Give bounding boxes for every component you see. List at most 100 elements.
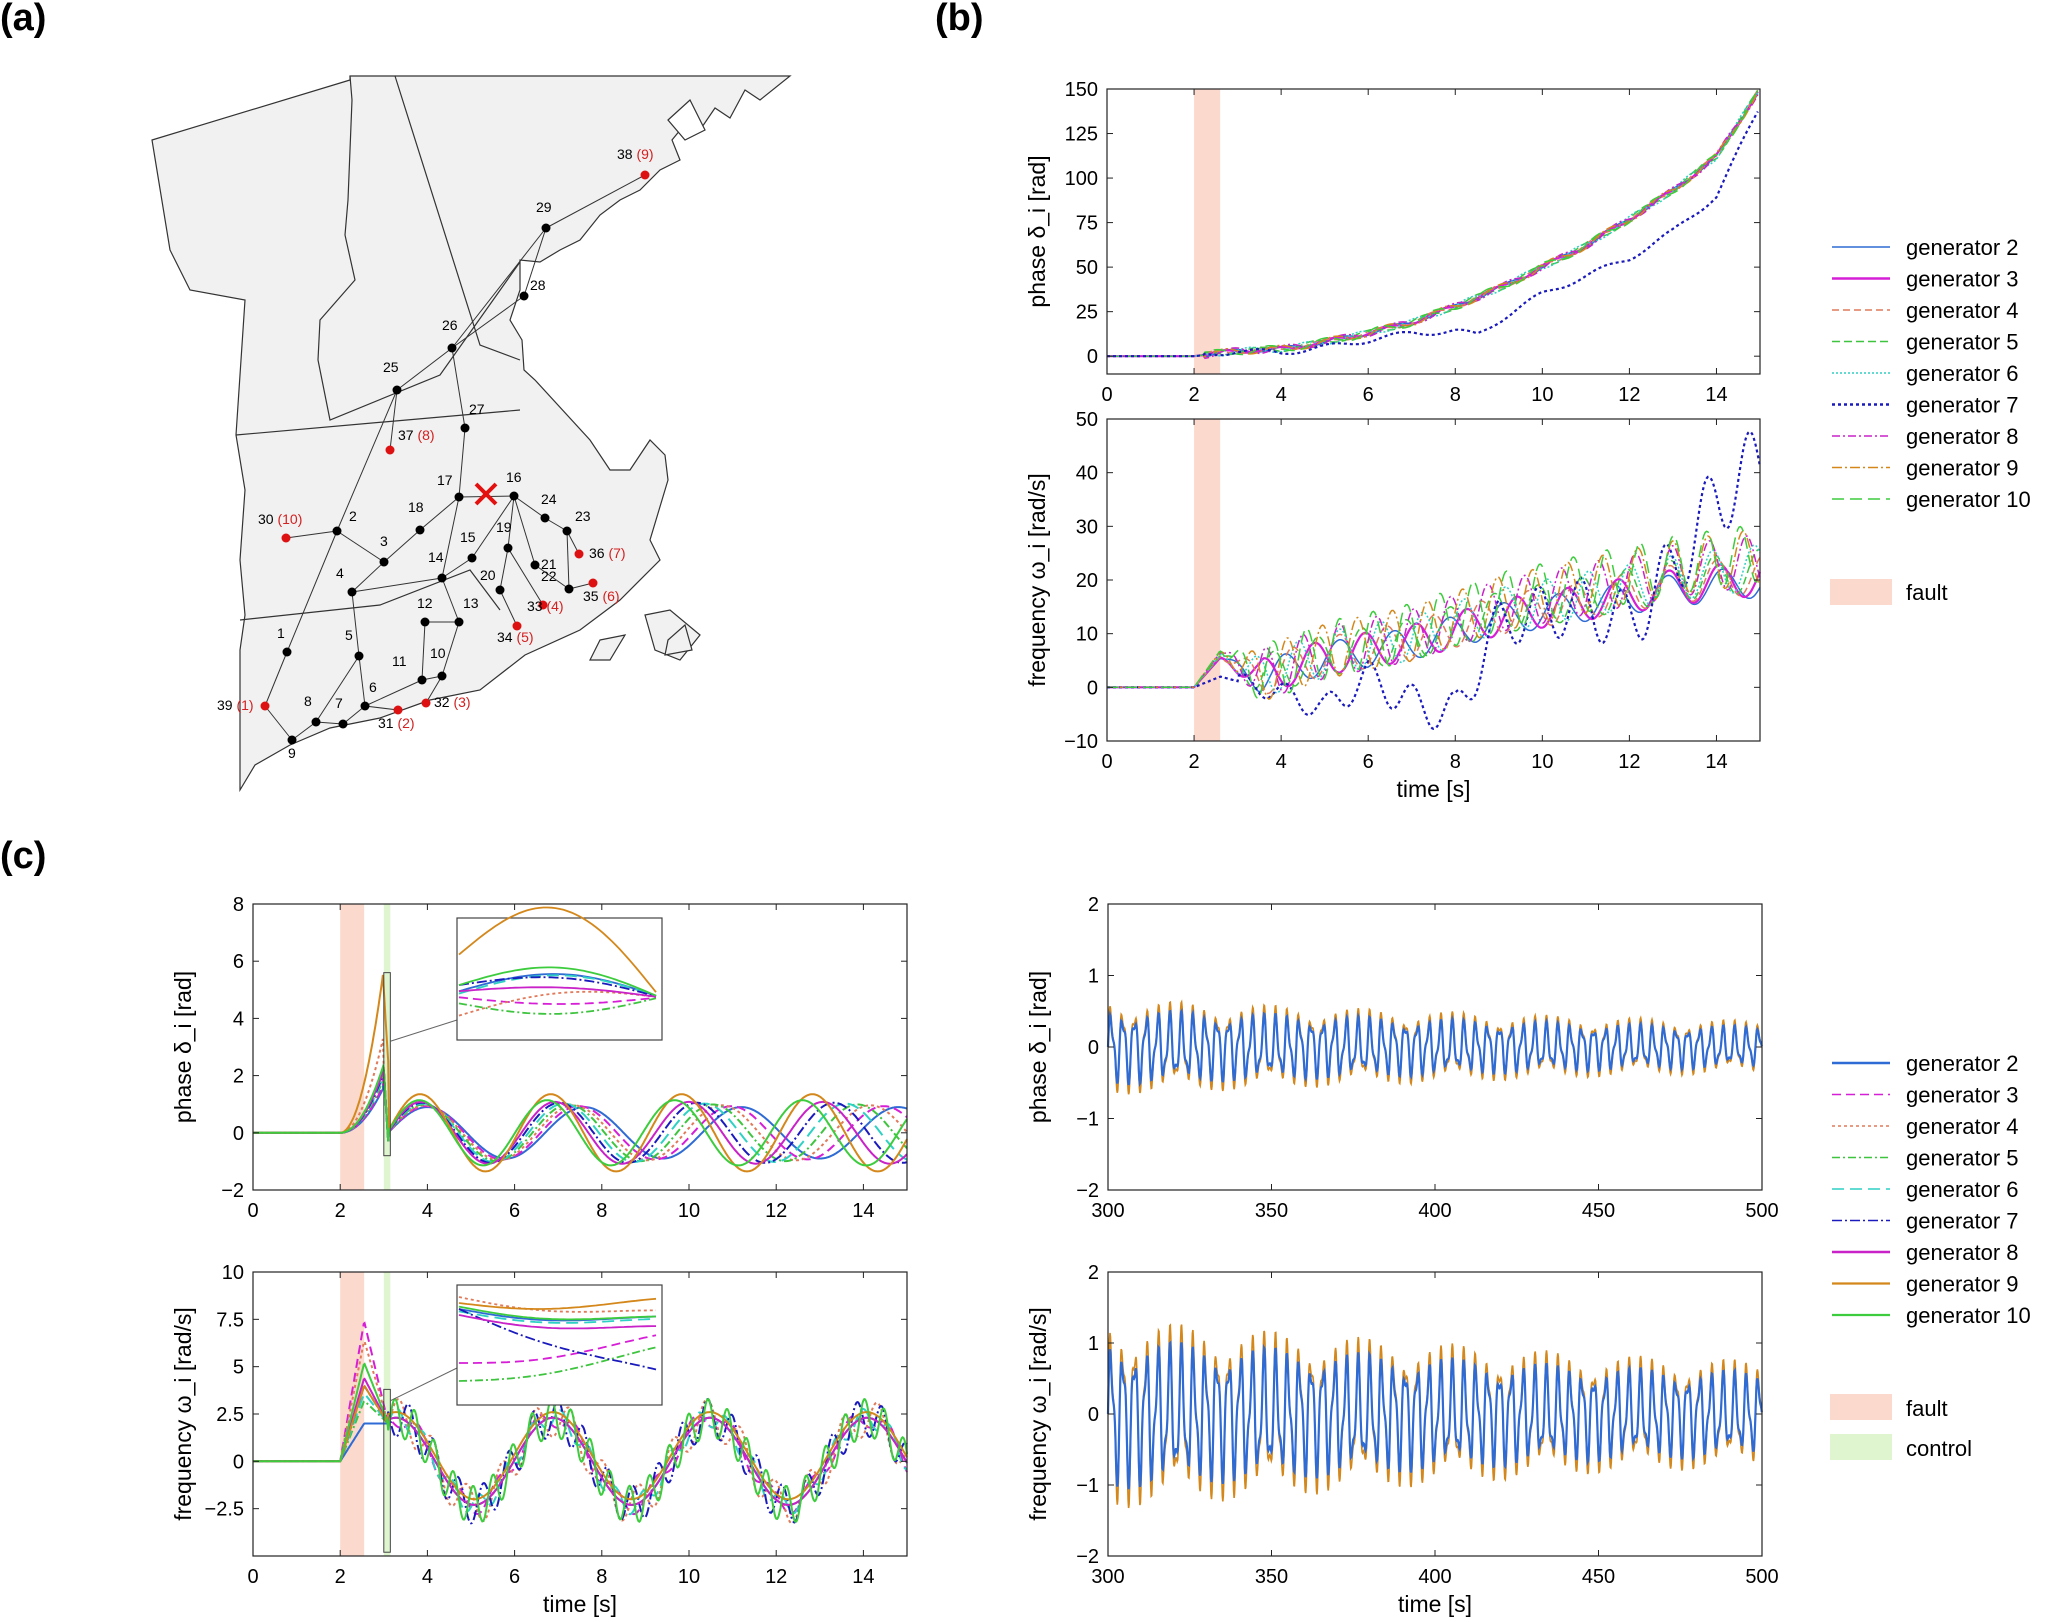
bus-id: 25 xyxy=(383,359,399,375)
bus-label-6: 6 xyxy=(369,679,377,695)
x-tick-label: 12 xyxy=(765,1200,787,1222)
x-tick-label: 10 xyxy=(678,1200,700,1222)
bus-label-1: 1 xyxy=(277,625,285,641)
bus-label-32: 32 (3) xyxy=(434,694,471,710)
bus-20 xyxy=(495,585,505,595)
bus-id: 6 xyxy=(369,679,377,695)
series-gen8 xyxy=(1107,535,1761,694)
line-10-13 xyxy=(441,621,460,677)
bus-label-11: 11 xyxy=(392,653,407,669)
bus-id: 18 xyxy=(408,499,424,515)
bus-id: 17 xyxy=(437,472,453,488)
bus-id: 2 xyxy=(349,508,357,524)
y-axis-label: phase δ_i [rad] xyxy=(1025,971,1051,1123)
bus-label-37: 37 (8) xyxy=(398,427,435,443)
bus-id: 28 xyxy=(530,277,546,293)
line-19-20 xyxy=(499,547,509,591)
series-gen4 xyxy=(1107,89,1759,357)
y-tick-label: 125 xyxy=(1065,124,1098,146)
x-tick-label: 6 xyxy=(1363,751,1374,773)
axes-frame xyxy=(1106,88,1761,375)
line-8-9 xyxy=(291,721,317,741)
line-22-23 xyxy=(566,530,570,590)
legend-label-gen2: generator 2 xyxy=(1906,235,2019,260)
fault-band xyxy=(1194,419,1221,741)
bus-id: 30 xyxy=(258,511,274,527)
bus-label-7: 7 xyxy=(335,695,343,711)
bus-label-15: 15 xyxy=(460,529,476,545)
y-tick-label: −2 xyxy=(221,1180,244,1202)
legend-c: generator 2 generator 3 generator 4 generat… xyxy=(1830,1051,2031,1461)
bus-30 xyxy=(281,533,291,543)
x-tick-label: 14 xyxy=(1705,384,1727,406)
series-gen10 xyxy=(253,1063,908,1167)
bus-id: 15 xyxy=(460,529,476,545)
line-2-3 xyxy=(336,530,385,563)
legend-label-gen8: generator 8 xyxy=(1906,424,2019,449)
bus-39 xyxy=(260,701,270,711)
bus-33 xyxy=(538,600,548,610)
bus-id: 5 xyxy=(345,627,353,643)
series-gen5 xyxy=(1107,89,1759,357)
line-14-17 xyxy=(441,496,460,579)
y-tick-label: −10 xyxy=(1064,731,1098,753)
y-tick-label: 30 xyxy=(1076,516,1098,538)
bus-id: 9 xyxy=(288,745,296,761)
y-tick-label: 10 xyxy=(222,1262,244,1284)
line-39-1 xyxy=(264,651,288,707)
y-tick-label: 25 xyxy=(1076,302,1098,324)
bus-id: 1 xyxy=(277,625,285,641)
bus-label-38: 38 (9) xyxy=(617,146,654,162)
bus-6 xyxy=(360,701,370,711)
bus-generator-number: (3) xyxy=(450,694,471,710)
line-9-39 xyxy=(264,705,293,741)
y-tick-label: 2 xyxy=(233,1066,244,1088)
x-tick-label: 14 xyxy=(852,1200,874,1222)
x-tick-label: 2 xyxy=(335,1566,346,1588)
bus-id: 20 xyxy=(480,567,496,583)
x-tick-label: 14 xyxy=(852,1566,874,1588)
y-tick-label: −2.5 xyxy=(205,1499,244,1521)
inset-series-gen9 xyxy=(458,906,657,993)
bus-32 xyxy=(421,698,431,708)
bus-31 xyxy=(393,705,403,715)
bus-21 xyxy=(530,560,540,570)
line-28-29 xyxy=(523,227,547,297)
y-tick-label: 2 xyxy=(1088,1262,1099,1284)
bus-id: 27 xyxy=(469,401,485,417)
bus-27 xyxy=(460,423,470,433)
bus-label-31: 31 (2) xyxy=(378,715,415,731)
line-26-29 xyxy=(451,227,547,349)
y-tick-label: 75 xyxy=(1076,213,1098,235)
x-tick-label: 400 xyxy=(1418,1566,1451,1588)
bus-label-18: 18 xyxy=(408,499,424,515)
bus-2 xyxy=(332,526,342,536)
x-tick-label: 12 xyxy=(1618,751,1640,773)
y-tick-label: 2.5 xyxy=(216,1404,244,1426)
bus-37 xyxy=(385,445,395,455)
bus-label-14: 14 xyxy=(428,549,444,565)
legend-c-fault-swatch xyxy=(1830,1394,1892,1420)
bus-label-2: 2 xyxy=(349,508,357,524)
bus-13 xyxy=(454,617,464,627)
legend-b: generator 2 generator 3 generator 4 generat… xyxy=(1830,235,2031,605)
legend-label-gen3: generator 3 xyxy=(1906,267,2019,292)
x-axis-label: time [s] xyxy=(543,1591,617,1617)
line-6-31 xyxy=(364,705,399,711)
bus-11 xyxy=(417,675,427,685)
plot-area xyxy=(253,1284,908,1553)
x-tick-label: 500 xyxy=(1745,1200,1778,1222)
bus-28 xyxy=(519,291,529,301)
series-gen10 xyxy=(1107,88,1759,357)
y-tick-label: 4 xyxy=(233,1008,244,1030)
bus-label-29: 29 xyxy=(536,199,552,215)
inset-series-gen6 xyxy=(458,974,657,997)
bus-id: 19 xyxy=(496,519,512,535)
bus-id: 37 xyxy=(398,427,414,443)
bus-label-23: 23 xyxy=(575,508,591,524)
bus-4 xyxy=(347,587,357,597)
inset-series-gen3 xyxy=(459,1334,657,1364)
bus-5 xyxy=(354,651,364,661)
legend-label-gen7: generator 7 xyxy=(1906,393,2019,418)
